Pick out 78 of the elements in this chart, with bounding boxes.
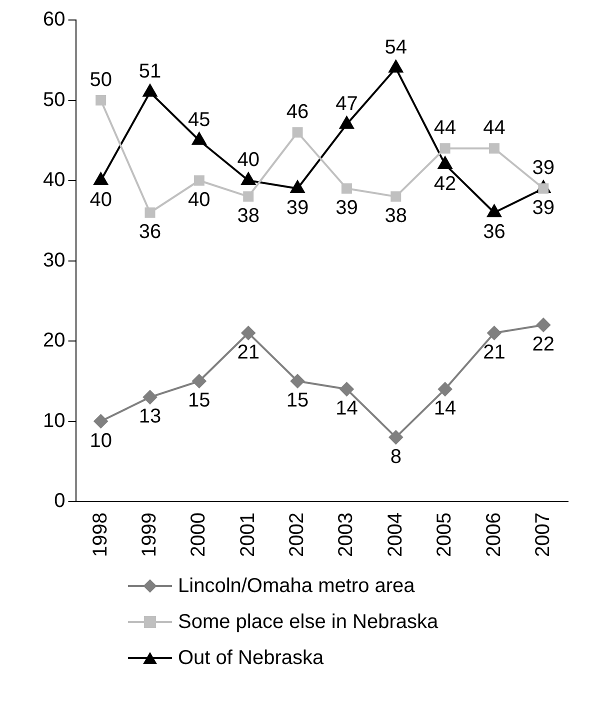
x-tick-label: 2003 [335, 512, 358, 558]
data-label: 40 [237, 149, 260, 172]
data-label: 39 [532, 197, 555, 220]
y-tick-label: 30 [42, 249, 66, 272]
x-tick-label: 2002 [286, 512, 308, 558]
point [143, 390, 158, 404]
point [340, 116, 354, 129]
data-label: 13 [138, 406, 162, 428]
data-label: 39 [532, 157, 555, 180]
data-label: 15 [188, 390, 210, 412]
point [388, 430, 403, 444]
data-label: 39 [336, 197, 358, 220]
point [438, 382, 452, 396]
y-tick-label: 20 [42, 330, 66, 352]
y-tick-label: 60 [42, 8, 66, 31]
x-tick-label: 2007 [532, 512, 554, 558]
y-tick-label: 50 [42, 88, 66, 111]
x-tick-label: 1998 [89, 512, 112, 558]
point [194, 175, 204, 186]
data-label: 15 [286, 390, 309, 412]
point [292, 127, 303, 138]
point [290, 180, 305, 194]
data-label: 38 [384, 205, 408, 228]
data-label: 40 [188, 189, 210, 212]
point [241, 172, 256, 186]
point [241, 326, 256, 340]
point [94, 172, 108, 186]
point [438, 156, 452, 169]
point [192, 374, 206, 388]
data-label: 36 [483, 221, 506, 244]
data-label: 22 [532, 333, 555, 356]
point [536, 318, 550, 332]
data-label: 21 [483, 341, 506, 364]
data-label: 36 [138, 221, 162, 244]
point [340, 382, 354, 396]
x-tick-label: 2000 [188, 512, 210, 558]
data-label: 42 [434, 172, 456, 195]
data-label: 50 [90, 68, 112, 91]
x-tick-label: 2004 [384, 512, 406, 558]
x-tick-label: 1999 [138, 512, 161, 558]
data-label: 47 [336, 92, 358, 115]
data-label: 39 [286, 197, 309, 220]
data-label: 54 [384, 36, 408, 59]
point [142, 84, 158, 97]
point [488, 143, 500, 154]
data-label: 46 [286, 100, 309, 123]
data-label: 44 [483, 116, 506, 139]
data-label: 45 [188, 108, 210, 131]
point [96, 95, 106, 106]
data-label: 14 [434, 398, 456, 420]
data-label: 8 [390, 446, 402, 468]
y-tick-label: 0 [54, 490, 66, 512]
data-label: 40 [90, 189, 112, 212]
point [388, 60, 403, 73]
point [290, 374, 305, 388]
data-label: 38 [237, 205, 260, 228]
point [94, 414, 108, 428]
legend-label: Out of Nebraska [178, 646, 324, 670]
point [487, 204, 502, 218]
point [440, 143, 450, 154]
point [144, 207, 156, 218]
x-tick-label: 2006 [482, 512, 505, 558]
point [390, 191, 402, 202]
data-label: 14 [336, 398, 358, 420]
x-tick-label: 2001 [236, 512, 259, 558]
data-label: 51 [138, 60, 162, 83]
point [487, 326, 502, 340]
point [341, 183, 352, 194]
point [243, 191, 254, 202]
y-tick-label: 40 [42, 169, 66, 192]
point [192, 132, 206, 145]
data-label: 10 [90, 430, 112, 452]
data-label: 44 [434, 116, 456, 139]
y-tick-label: 10 [42, 410, 66, 432]
data-label: 21 [237, 341, 260, 364]
legend-label: Lincoln/Omaha metro area [178, 574, 415, 598]
x-tick-label: 2005 [434, 512, 456, 558]
legend-label: Some place else in Nebraska [178, 610, 438, 634]
